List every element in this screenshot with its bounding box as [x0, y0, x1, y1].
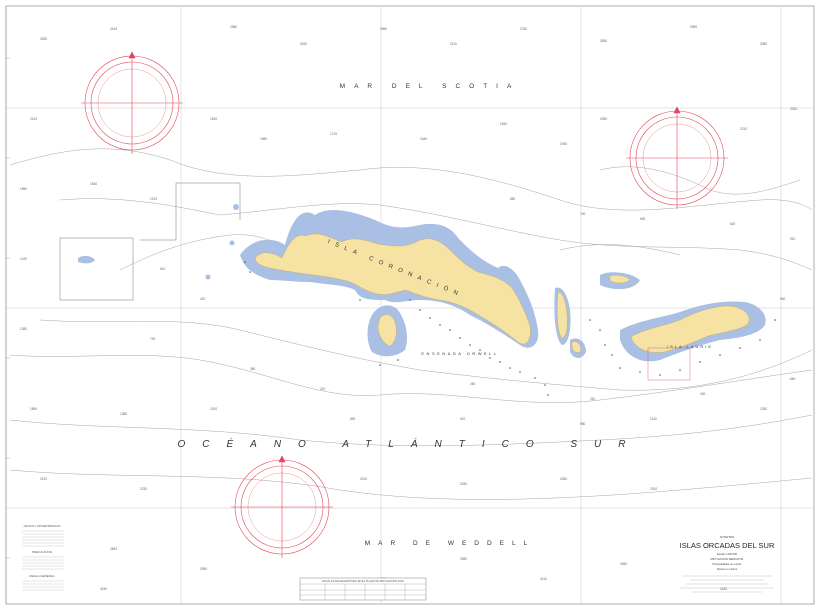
svg-text:3180: 3180: [720, 587, 727, 591]
svg-text:2950: 2950: [690, 25, 697, 29]
svg-text:1540: 1540: [90, 182, 97, 186]
svg-text:260: 260: [470, 382, 476, 386]
svg-text:2320: 2320: [790, 107, 797, 111]
svg-text:380: 380: [250, 367, 256, 371]
svg-text:2950: 2950: [200, 567, 207, 571]
chart-subtitle-4: Alturas en metros: [717, 567, 738, 571]
svg-text:1210: 1210: [150, 197, 157, 201]
svg-text:980: 980: [580, 422, 586, 426]
inset-box-mid: [140, 182, 241, 241]
land-masses: [254, 233, 750, 353]
compass-rose-sw: [231, 455, 333, 558]
latitude-scale-left: [5, 6, 10, 604]
svg-text:2830: 2830: [600, 39, 607, 43]
svg-text:730: 730: [150, 337, 156, 341]
svg-text:2310: 2310: [650, 487, 657, 491]
chart-subtitle-2: PROYECCION MERCATOR: [711, 557, 744, 561]
svg-text:3110: 3110: [540, 577, 547, 581]
svg-text:1140: 1140: [650, 417, 657, 421]
svg-text:3080: 3080: [760, 42, 767, 46]
svg-text:310: 310: [590, 397, 596, 401]
svg-text:2890: 2890: [380, 27, 387, 31]
svg-text:540: 540: [780, 297, 786, 301]
svg-text:2050: 2050: [600, 117, 607, 121]
small-islet: [571, 341, 581, 353]
svg-text:2840: 2840: [110, 547, 117, 551]
inset-box-left: [59, 237, 134, 301]
svg-text:3060: 3060: [620, 562, 627, 566]
svg-text:740: 740: [580, 212, 586, 216]
chart-subtitle-0: ANTARTIDA: [720, 535, 735, 539]
svg-text:890: 890: [350, 417, 356, 421]
powell-land: [557, 291, 568, 339]
table-heading: ESCALAS DE MAGNETISMO EN EL PLANO DE PRO…: [322, 579, 404, 583]
signy-land: [377, 314, 397, 347]
isla-coronacion-land: [254, 233, 531, 345]
svg-text:2980: 2980: [460, 557, 467, 561]
svg-text:1380: 1380: [120, 412, 127, 416]
svg-text:660: 660: [790, 377, 796, 381]
svg-text:2210: 2210: [740, 127, 747, 131]
svg-text:2760: 2760: [520, 27, 527, 31]
svg-text:910: 910: [790, 237, 796, 241]
compass-rose-nw: [81, 51, 183, 154]
anchorage-area-box: [647, 347, 691, 381]
svg-text:2180: 2180: [210, 117, 217, 121]
svg-text:610: 610: [160, 267, 166, 271]
svg-text:910: 910: [460, 417, 466, 421]
svg-text:1930: 1930: [560, 142, 567, 146]
chart-title: ISLAS ORCADAS DEL SUR: [680, 541, 775, 550]
svg-text:2010: 2010: [360, 477, 367, 481]
label-oceano-atlantico-sur: OCÉANO ATLÁNTICO SUR: [177, 437, 642, 450]
svg-text:2230: 2230: [140, 487, 147, 491]
chart-subtitle-1: Escala 1:100 000: [717, 552, 738, 556]
notes-heading-top: NOTAS Y ADVERTENCIAS: [24, 524, 61, 528]
label-mar-scotia: MAR DEL SCOTIA: [340, 83, 521, 90]
svg-text:1850: 1850: [20, 187, 27, 191]
svg-text:2120: 2120: [40, 477, 47, 481]
svg-text:860: 860: [510, 197, 516, 201]
svg-text:1720: 1720: [330, 132, 337, 136]
svg-text:3020: 3020: [300, 42, 307, 46]
svg-text:820: 820: [730, 222, 736, 226]
svg-text:3150: 3150: [100, 587, 107, 591]
svg-text:1420: 1420: [20, 257, 27, 261]
graticule: [6, 6, 814, 604]
svg-text:2260: 2260: [560, 477, 567, 481]
label-ensenada-orwell: ENSENADA ORWELL: [421, 351, 498, 356]
svg-text:2180: 2180: [460, 482, 467, 486]
notes-heading-mid: PRECAUCION: [32, 550, 52, 554]
rocks-and-soundings-near-coast: [244, 261, 776, 396]
svg-text:1650: 1650: [30, 407, 37, 411]
chart-frame: [5, 5, 815, 605]
svg-text:1250: 1250: [760, 407, 767, 411]
svg-text:420: 420: [200, 297, 206, 301]
svg-text:1810: 1810: [500, 122, 507, 126]
soundings: 3250 3140 2980 3020 2890 3110 2760 2830 2950 3…: [20, 25, 797, 596]
label-isla-laurie: ISLA LAURIE: [667, 344, 713, 349]
svg-text:1640: 1640: [420, 137, 427, 141]
svg-text:420: 420: [700, 392, 706, 396]
title-block: ISLAS ORCADAS DEL SUR ANTARTIDA Escala 1…: [680, 535, 775, 593]
svg-text:1020: 1020: [210, 407, 217, 411]
small-islet: [609, 275, 631, 284]
svg-text:3140: 3140: [110, 27, 117, 31]
svg-text:1980: 1980: [260, 137, 267, 141]
svg-text:210: 210: [320, 387, 326, 391]
svg-text:2980: 2980: [230, 25, 237, 29]
svg-text:2410: 2410: [30, 117, 37, 121]
notes-heading-bottom: REGLA GENERAL: [29, 574, 55, 578]
notes-block: NOTAS Y ADVERTENCIAS PRECAUCION REGLA GE…: [22, 524, 64, 591]
svg-text:1380: 1380: [20, 327, 27, 331]
svg-text:3250: 3250: [40, 37, 47, 41]
label-mar-weddell: MAR DE WEDDELL: [365, 540, 536, 547]
svg-text:3110: 3110: [450, 42, 457, 46]
magnetic-table: ESCALAS DE MAGNETISMO EN EL PLANO DE PRO…: [299, 577, 427, 601]
laurie-land: [631, 305, 750, 353]
depth-contours: [9, 148, 813, 500]
svg-text:690: 690: [640, 217, 646, 221]
chart-subtitle-3: Profundidades en metros: [713, 562, 743, 566]
compass-rose-ne: [626, 106, 728, 209]
